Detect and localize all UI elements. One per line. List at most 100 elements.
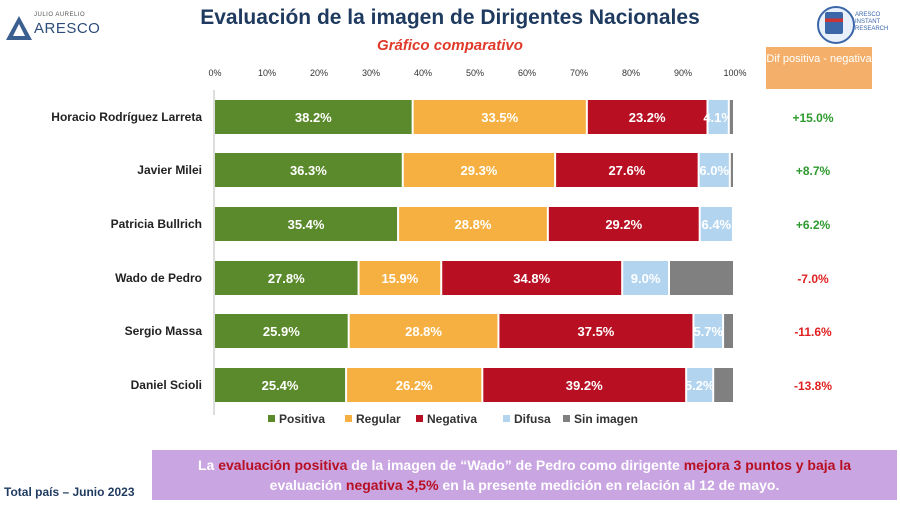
bar-segment xyxy=(687,368,713,402)
data-label: 28.8% xyxy=(405,324,442,339)
data-label: 28.8% xyxy=(455,217,492,232)
dif-value: -13.8% xyxy=(794,379,832,393)
dif-value: -7.0% xyxy=(797,272,829,286)
x-tick-label: 40% xyxy=(414,68,432,78)
legend-swatch xyxy=(345,415,352,422)
dif-value: +15.0% xyxy=(792,111,833,125)
data-label: 29.3% xyxy=(461,163,498,178)
bar-segment xyxy=(730,153,733,187)
category-label: Wado de Pedro xyxy=(115,271,202,285)
data-label: 6.4% xyxy=(701,217,731,232)
x-tick-label: 100% xyxy=(723,68,746,78)
data-label: 5.7% xyxy=(693,324,723,339)
category-label: Daniel Scioli xyxy=(131,378,202,392)
data-label: 35.4% xyxy=(288,217,325,232)
dif-value: -11.6% xyxy=(794,325,832,339)
data-label: 25.4% xyxy=(262,378,299,393)
category-label: Sergio Massa xyxy=(125,324,203,338)
data-label: 29.2% xyxy=(605,217,642,232)
legend-swatch xyxy=(416,415,423,422)
data-label: 37.5% xyxy=(578,324,615,339)
caption-highlight-negative: negativa 3,5% xyxy=(345,477,439,493)
data-label: 27.6% xyxy=(608,163,645,178)
bar-segment xyxy=(399,207,547,241)
legend-label: Difusa xyxy=(514,412,551,426)
x-tick-label: 90% xyxy=(674,68,692,78)
bar-segment xyxy=(442,261,622,295)
data-label: 39.2% xyxy=(566,378,603,393)
dif-value: +8.7% xyxy=(796,164,831,178)
bar-segment xyxy=(724,314,733,348)
x-tick-label: 60% xyxy=(518,68,536,78)
legend-swatch xyxy=(268,415,275,422)
legend-swatch xyxy=(503,415,510,422)
data-label: 15.9% xyxy=(381,271,418,286)
bar-segment xyxy=(587,100,707,134)
caption-box: La evaluación positiva de la imagen de “… xyxy=(152,450,897,500)
legend-label: Sin imagen xyxy=(574,412,638,426)
bar-segment xyxy=(215,153,402,187)
data-label: 33.5% xyxy=(481,110,518,125)
bar-segment xyxy=(483,368,686,402)
data-label: 27.8% xyxy=(268,271,305,286)
bar-segment xyxy=(729,100,733,134)
x-tick-label: 0% xyxy=(208,68,221,78)
bar-segment xyxy=(670,261,733,295)
bar-segment xyxy=(359,261,441,295)
bar-segment xyxy=(694,314,723,348)
logo-right-text: ARESCO INSTANT RESEARCH xyxy=(855,12,889,32)
category-label: Horacio Rodríguez Larreta xyxy=(51,110,202,124)
x-tick-label: 30% xyxy=(362,68,380,78)
data-label: 38.2% xyxy=(295,110,332,125)
bar-segment xyxy=(714,368,733,402)
legend-label: Positiva xyxy=(279,412,325,426)
bar-segment xyxy=(708,100,728,134)
bar-segment xyxy=(499,314,693,348)
data-label: 25.9% xyxy=(263,324,300,339)
bar-segment xyxy=(215,261,358,295)
legend-label: Negativa xyxy=(427,412,477,426)
bar-segment xyxy=(556,153,698,187)
bar-segment xyxy=(215,207,398,241)
x-tick-label: 20% xyxy=(310,68,328,78)
dif-column-header: Dif positiva - negativa xyxy=(766,47,872,89)
caption-highlight-positive: evaluación positiva xyxy=(218,457,348,473)
bar-segment xyxy=(347,368,482,402)
bar-segment xyxy=(215,314,348,348)
chart-title: Evaluación de la imagen de Dirigentes Na… xyxy=(200,6,700,29)
data-label: 6.0% xyxy=(699,163,729,178)
category-label: Patricia Bullrich xyxy=(111,217,202,231)
bar-segment xyxy=(700,207,732,241)
caption-highlight-improve: mejora 3 puntos y baja la xyxy=(683,457,851,473)
aresco-instant-research-logo: ARESCO INSTANT RESEARCH xyxy=(815,6,889,48)
bar-segment xyxy=(215,368,346,402)
data-label: 36.3% xyxy=(290,163,327,178)
legend-label: Regular xyxy=(356,412,401,426)
dif-value: +6.2% xyxy=(796,218,831,232)
footer-note: Total país – Junio 2023 xyxy=(4,485,135,499)
x-tick-label: 70% xyxy=(570,68,588,78)
x-tick-label: 80% xyxy=(622,68,640,78)
bar-segment xyxy=(215,100,412,134)
data-label: 23.2% xyxy=(629,110,666,125)
x-tick-label: 10% xyxy=(258,68,276,78)
logo-small-text: JULIO AURELIO xyxy=(34,12,86,18)
aresco-logo: JULIO AURELIO ARESCO xyxy=(6,8,116,48)
data-label: 4.1% xyxy=(703,110,733,125)
x-tick-label: 50% xyxy=(466,68,484,78)
bar-segment xyxy=(349,314,498,348)
data-label: 26.2% xyxy=(396,378,433,393)
stacked-bar-chart: 0% 10% 20% 30% 40% 50% 60% 70% 80% 90% 100% Horacio… xyxy=(51,68,834,426)
category-label: Javier Milei xyxy=(137,163,202,177)
bar-segment xyxy=(548,207,699,241)
bar-segment xyxy=(623,261,668,295)
data-label: 9.0% xyxy=(631,271,661,286)
legend-swatch xyxy=(563,415,570,422)
data-label: 5.2% xyxy=(685,378,715,393)
bar-segment xyxy=(699,153,729,187)
data-label: 34.8% xyxy=(513,271,550,286)
bar-segment xyxy=(403,153,555,187)
chart-subtitle: Gráfico comparativo xyxy=(377,37,523,54)
logo-brand-text: ARESCO xyxy=(34,20,101,37)
bar-segment xyxy=(413,100,586,134)
